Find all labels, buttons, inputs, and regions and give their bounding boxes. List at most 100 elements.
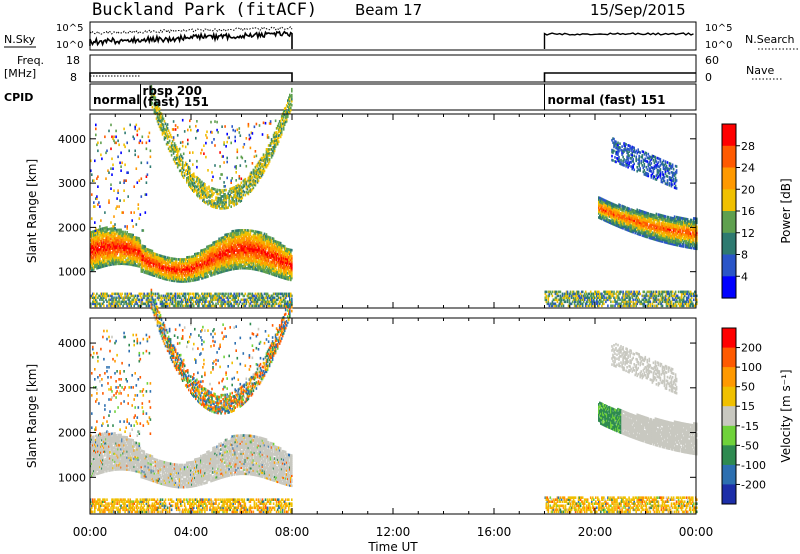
heatmap-cell <box>214 254 216 258</box>
heatmap-cell <box>216 254 218 257</box>
heatmap-cell <box>217 265 219 269</box>
heatmap-cell <box>215 296 217 300</box>
heatmap-cell <box>93 302 95 306</box>
heatmap-cell <box>107 232 109 235</box>
heatmap-cell <box>146 296 149 300</box>
heatmap-cell <box>248 257 251 260</box>
heatmap-cell <box>175 277 178 281</box>
heatmap-cell <box>148 304 151 308</box>
heatmap-cell <box>219 197 221 200</box>
heatmap-cell <box>202 258 204 262</box>
heatmap-cell <box>137 236 140 240</box>
heatmap-cell <box>249 257 252 260</box>
heatmap-cell <box>251 176 254 179</box>
heatmap-cell <box>167 147 170 150</box>
heatmap-cell <box>126 171 128 174</box>
heatmap-cell <box>149 149 152 153</box>
heatmap-cell <box>176 148 179 151</box>
heatmap-cell <box>239 196 242 199</box>
heatmap-cell <box>219 261 221 264</box>
heatmap-cell <box>254 232 257 235</box>
heatmap-cell <box>96 257 98 260</box>
heatmap-cell <box>284 296 287 300</box>
heatmap-cell <box>201 196 203 200</box>
heatmap-cell <box>289 107 291 111</box>
heatmap-cell <box>94 296 96 300</box>
heatmap-cell <box>94 304 96 308</box>
heatmap-cell <box>284 300 287 304</box>
heatmap-cell <box>258 253 261 256</box>
heatmap-cell <box>192 189 194 192</box>
heatmap-cell <box>205 298 207 302</box>
heatmap-cell <box>187 138 189 142</box>
heatmap-cell <box>249 239 252 242</box>
heatmap-cell <box>245 231 248 234</box>
heatmap-cell <box>93 242 95 245</box>
heatmap-cell <box>249 184 252 187</box>
heatmap-cell <box>218 294 220 298</box>
heatmap-cell <box>260 249 263 253</box>
heatmap-cell <box>154 256 157 260</box>
heatmap-cell <box>112 300 114 304</box>
heatmap-cell <box>119 234 121 238</box>
heatmap-cell <box>249 182 252 185</box>
heatmap-cell <box>213 241 215 244</box>
heatmap-cell <box>263 252 266 256</box>
heatmap-cell <box>93 252 95 255</box>
heatmap-cell <box>229 254 231 257</box>
heatmap-cell <box>288 110 290 114</box>
heatmap-cell <box>168 268 171 272</box>
heatmap-cell <box>167 294 170 298</box>
heatmap-cell <box>215 250 217 254</box>
heatmap-cell <box>138 141 141 145</box>
heatmap-cell <box>198 296 200 300</box>
heatmap-cell <box>205 257 207 261</box>
heatmap-cell <box>157 273 160 277</box>
heatmap-cell <box>205 189 207 193</box>
heatmap-cell <box>162 267 165 270</box>
heatmap-cell <box>92 262 94 265</box>
heatmap-cell <box>270 246 273 250</box>
heatmap-cell <box>139 243 142 246</box>
heatmap-cell <box>238 131 241 134</box>
heatmap-cell <box>115 228 117 232</box>
heatmap-cell <box>171 263 174 266</box>
heatmap-cell <box>143 247 146 250</box>
heatmap-cell <box>103 229 105 232</box>
heatmap-cell <box>280 248 283 251</box>
heatmap-cell <box>273 253 276 257</box>
heatmap-cell <box>128 233 130 236</box>
heatmap-cell <box>145 249 148 253</box>
heatmap-cell <box>124 296 126 300</box>
heatmap-cell <box>97 262 99 266</box>
heatmap-cell <box>111 296 113 300</box>
heatmap-cell <box>232 249 234 253</box>
heatmap-cell <box>141 248 144 252</box>
heatmap-cell <box>236 263 239 266</box>
heatmap-cell <box>259 245 262 248</box>
heatmap-cell <box>211 271 213 275</box>
heatmap-cell <box>219 201 221 204</box>
heatmap-cell <box>182 168 185 171</box>
heatmap-cell <box>201 180 203 184</box>
heatmap-cell <box>137 250 140 254</box>
heatmap-cell <box>268 264 271 267</box>
heatmap-cell <box>269 268 272 271</box>
heatmap-cell <box>127 262 129 266</box>
heatmap-cell <box>245 241 248 244</box>
heatmap-cell <box>259 170 262 173</box>
heatmap-cell <box>204 262 206 265</box>
heatmap-cell <box>143 251 146 254</box>
heatmap-cell <box>261 243 264 247</box>
heatmap-cell <box>254 244 257 247</box>
heatmap-cell <box>161 261 164 264</box>
heatmap-cell <box>237 197 240 201</box>
heatmap-cell <box>285 249 288 253</box>
heatmap-cell <box>265 163 268 167</box>
heatmap-cell <box>230 264 232 267</box>
heatmap-cell <box>168 149 171 153</box>
heatmap-cell <box>143 302 146 306</box>
heatmap-cell <box>155 255 158 258</box>
heatmap-cell <box>266 257 269 260</box>
heatmap-cell <box>211 263 213 267</box>
